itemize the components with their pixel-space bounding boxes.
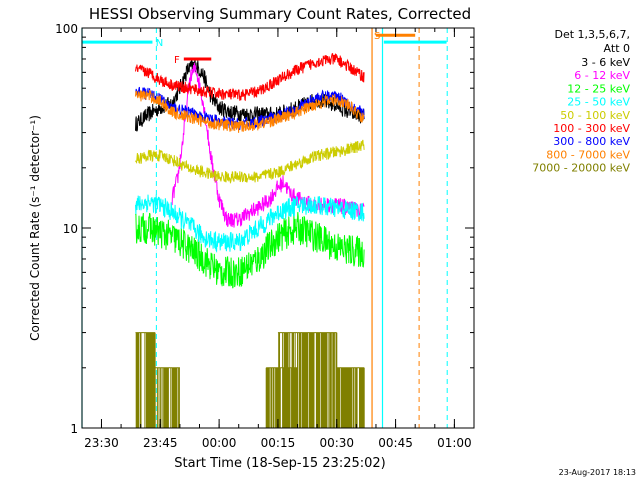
series-line-5	[135, 52, 365, 102]
series-3	[135, 194, 365, 253]
plot-area: NF S	[81, 28, 448, 428]
burst-segment-4	[336, 367, 365, 428]
series-4	[135, 139, 365, 184]
burst-segment-3	[278, 332, 338, 428]
y-tick-label-0: 1	[70, 422, 78, 436]
legend-entry-3: 25 - 50 keV	[567, 96, 630, 109]
series-2	[135, 212, 365, 289]
y-axis-label: Corrected Count Rate (s⁻¹ detector⁻¹)	[28, 115, 42, 341]
series-1	[171, 62, 365, 228]
flag-s-label: S	[374, 31, 380, 42]
burst-segment-1	[154, 367, 180, 428]
flag-n-label: N	[156, 38, 163, 49]
x-tick-label-3: 00:15	[261, 436, 296, 450]
x-axis-label: Start Time (18-Sep-15 23:25:02)	[174, 456, 385, 471]
legend-header-line-2: Att 0	[604, 42, 630, 55]
series-line-4	[135, 139, 365, 184]
series-line-1	[171, 62, 365, 228]
flag-f-label: F	[174, 55, 180, 66]
x-tick-label-5: 00:45	[378, 436, 413, 450]
axes: 23:30 23:45 00:00 00:15 00:30 00:45 01:00 1 10 10…	[55, 22, 475, 450]
legend-entry-8: 7000 - 20000 keV	[532, 162, 630, 175]
x-tick-label-4: 00:30	[319, 436, 354, 450]
chart-title: HESSI Observing Summary Count Rates, Cor…	[89, 5, 471, 23]
series-7	[135, 90, 365, 133]
series-line-3	[135, 194, 365, 253]
legend-entry-5: 100 - 300 keV	[553, 122, 630, 135]
legend-entry-7: 800 - 7000 keV	[546, 148, 630, 161]
timestamp: 23-Aug-2017 18:13	[559, 468, 636, 477]
x-tick-label-2: 00:00	[202, 436, 237, 450]
legend-entry-1: 6 - 12 keV	[574, 69, 630, 82]
x-tick-label-1: 23:45	[143, 436, 178, 450]
series-line-2	[135, 212, 365, 289]
burst-segment-0	[135, 332, 156, 428]
series-0	[135, 58, 365, 132]
series-5	[135, 52, 365, 102]
x-tick-label-6: 01:00	[437, 436, 472, 450]
x-tick-label-0: 23:30	[84, 436, 119, 450]
series-line-0	[135, 58, 365, 132]
legend-header-line-1: Det 1,3,5,6,7,	[554, 28, 630, 41]
legend-entry-2: 12 - 25 keV	[567, 82, 630, 95]
legend-entry-4: 50 - 100 keV	[560, 109, 630, 122]
legend-entry-0: 3 - 6 keV	[581, 56, 630, 69]
y-tick-label-2: 100	[55, 22, 78, 36]
y-tick-label-1: 10	[63, 222, 78, 236]
series-8	[135, 332, 365, 428]
series-line-7	[135, 90, 365, 133]
legend-entry-6: 300 - 800 keV	[553, 135, 630, 148]
